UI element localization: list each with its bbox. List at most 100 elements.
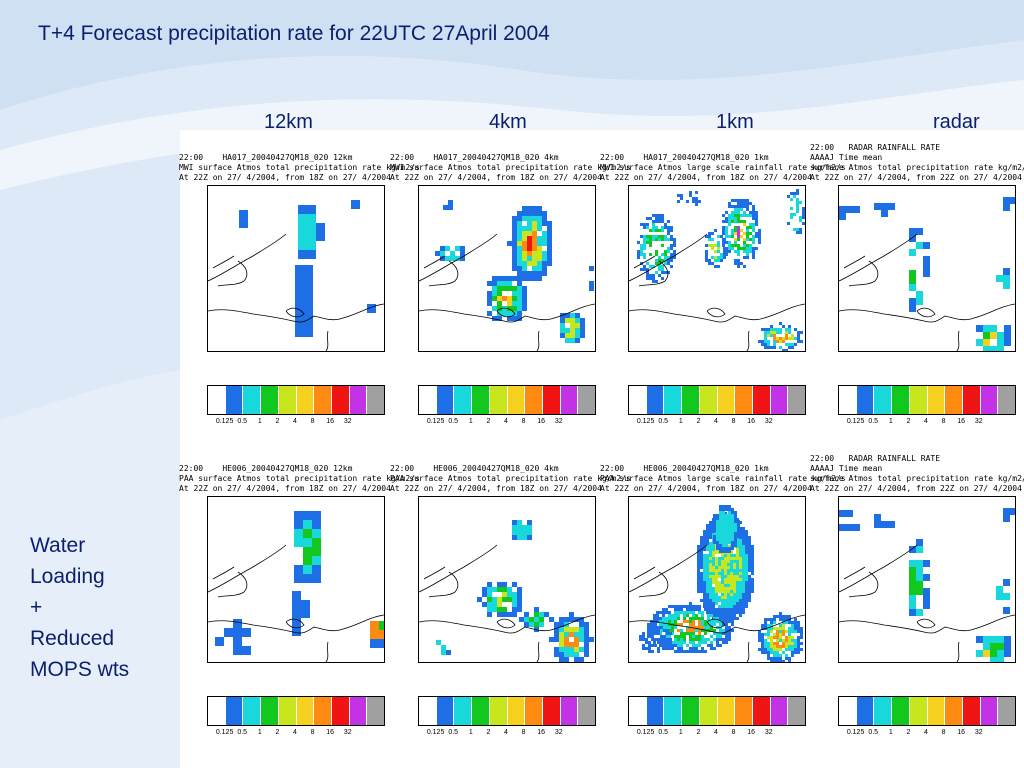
scale-tick-label: 8 — [941, 418, 946, 425]
rain-field — [839, 508, 1015, 662]
scale-tick-label: 0.5 — [658, 729, 669, 736]
scale-tick-label: 16 — [326, 729, 335, 736]
color-scale — [418, 696, 596, 726]
scale-tick-label: 0.125 — [215, 729, 234, 736]
color-swatch — [769, 386, 788, 414]
color-swatch — [926, 697, 945, 725]
color-swatch — [524, 386, 542, 414]
precipitation-map — [628, 185, 806, 352]
color-swatch — [330, 386, 349, 414]
color-swatch — [769, 697, 788, 725]
coastline — [839, 233, 1015, 351]
color-swatch — [629, 386, 646, 414]
scale-tick-label: 0.125 — [636, 729, 655, 736]
color-swatch — [908, 386, 927, 414]
scale-tick-label: 0.125 — [215, 418, 234, 425]
panel-caption-line: MWI surface Atmos total precipitation ra… — [179, 163, 420, 172]
panel-caption-line: 22:00 HE006_20040427QM18_020 12km — [179, 464, 353, 473]
color-swatch — [260, 697, 278, 725]
scale-tick-label: 4 — [714, 418, 718, 425]
scale-tick-label: 16 — [957, 418, 966, 425]
row-label-line: + — [30, 596, 43, 619]
scale-tick-label: 2 — [696, 418, 701, 425]
color-swatch — [855, 386, 874, 414]
panel-caption-line: At 22Z on 27/ 4/2004, from 18Z on 27/ 4/… — [390, 173, 602, 182]
scale-ticks: 0.125 0.5 1 2 4 8 16 32 — [628, 418, 804, 428]
scale-tick-label: 32 — [974, 729, 983, 736]
color-swatch — [277, 697, 296, 725]
coastline — [208, 544, 384, 662]
rain-field — [208, 200, 384, 351]
color-swatch — [366, 697, 385, 725]
scale-ticks: 0.125 0.5 1 2 4 8 16 32 — [418, 418, 594, 428]
scale-tick-label: 4 — [504, 418, 508, 425]
panel-caption-line: surface Atmos total precipitation rate k… — [810, 474, 1024, 483]
color-swatch — [577, 697, 596, 725]
color-swatch — [488, 697, 507, 725]
color-swatch — [787, 386, 806, 414]
color-swatch — [348, 697, 367, 725]
scale-tick-label: 32 — [974, 418, 983, 425]
row-label-line: Water — [30, 534, 86, 557]
color-swatch — [663, 697, 682, 725]
panel-caption-line: At 22Z on 27/ 4/2004, from 18Z on 27/ 4/… — [179, 173, 391, 182]
panel-caption: 22:00 HE006_20040427QM18_020 4km PAA surf… — [390, 464, 631, 494]
scale-ticks: 0.125 0.5 1 2 4 8 16 32 — [418, 729, 594, 739]
panel-caption: 22:00 HE006_20040427QM18_020 1km PAA surf… — [600, 464, 846, 494]
row-label-line: Loading — [30, 565, 105, 588]
panel-caption-line: AAAAJ Time mean — [810, 153, 883, 162]
color-swatch — [839, 386, 856, 414]
precipitation-map — [838, 496, 1016, 663]
scale-tick-label: 2 — [275, 418, 280, 425]
scale-tick-label: 8 — [521, 418, 526, 425]
color-swatch — [313, 386, 331, 414]
scale-tick-label: 32 — [554, 418, 563, 425]
color-swatch — [839, 697, 856, 725]
color-swatch — [645, 386, 664, 414]
column-header-radar: radar — [933, 111, 980, 133]
color-swatch — [224, 697, 243, 725]
precipitation-map — [418, 496, 596, 663]
row-label-line: Reduced — [30, 627, 115, 650]
scale-tick-label: 0.125 — [426, 729, 445, 736]
scale-ticks: 0.125 0.5 1 2 4 8 16 32 — [838, 418, 1014, 428]
panel-caption-line: 22:00 HA017_20040427QM18_020 1km — [600, 153, 769, 162]
color-swatch — [435, 386, 454, 414]
color-swatch — [698, 386, 717, 414]
precipitation-map — [207, 496, 385, 663]
scale-tick-label: 32 — [764, 729, 773, 736]
scale-tick-label: 16 — [747, 729, 756, 736]
scale-tick-label: 2 — [486, 418, 491, 425]
panel-caption-line: At 22Z on 27/ 4/2004, from 18Z on 27/ 4/… — [390, 484, 602, 493]
panel-caption-line: At 22Z on 27/ 4/2004, from 18Z on 27/ 4/… — [179, 484, 391, 493]
panel-caption-line: 22:00 HA017_20040427QM18_020 4km — [390, 153, 559, 162]
color-swatch — [541, 386, 560, 414]
color-swatch — [997, 386, 1016, 414]
scale-tick-label: 1 — [257, 729, 262, 736]
color-swatch — [295, 386, 314, 414]
row-label-line: MOPS wts — [30, 658, 130, 681]
color-swatch — [348, 386, 367, 414]
scale-tick-label: 1 — [468, 729, 473, 736]
scale-tick-label: 8 — [941, 729, 946, 736]
rain-field — [419, 200, 595, 351]
scale-tick-label: 1 — [888, 418, 893, 425]
scale-tick-label: 1 — [678, 418, 683, 425]
color-scale — [628, 696, 806, 726]
color-scale — [207, 696, 385, 726]
coastline — [629, 544, 805, 662]
color-swatch — [716, 386, 735, 414]
color-swatch — [997, 697, 1016, 725]
color-swatch — [663, 386, 682, 414]
color-swatch — [716, 697, 735, 725]
color-swatch — [559, 386, 578, 414]
color-swatch — [944, 386, 962, 414]
panel-caption: 22:00 HA017_20040427QM18_020 12km MWI sur… — [179, 153, 420, 183]
scale-tick-label: 0.125 — [636, 418, 655, 425]
panel-caption-line: 22:00 HE006_20040427QM18_020 1km — [600, 464, 769, 473]
scale-tick-label: 16 — [957, 729, 966, 736]
scale-tick-label: 2 — [906, 729, 911, 736]
scale-tick-label: 0.5 — [658, 418, 669, 425]
scale-tick-label: 0.5 — [868, 729, 879, 736]
scale-tick-label: 4 — [714, 729, 718, 736]
